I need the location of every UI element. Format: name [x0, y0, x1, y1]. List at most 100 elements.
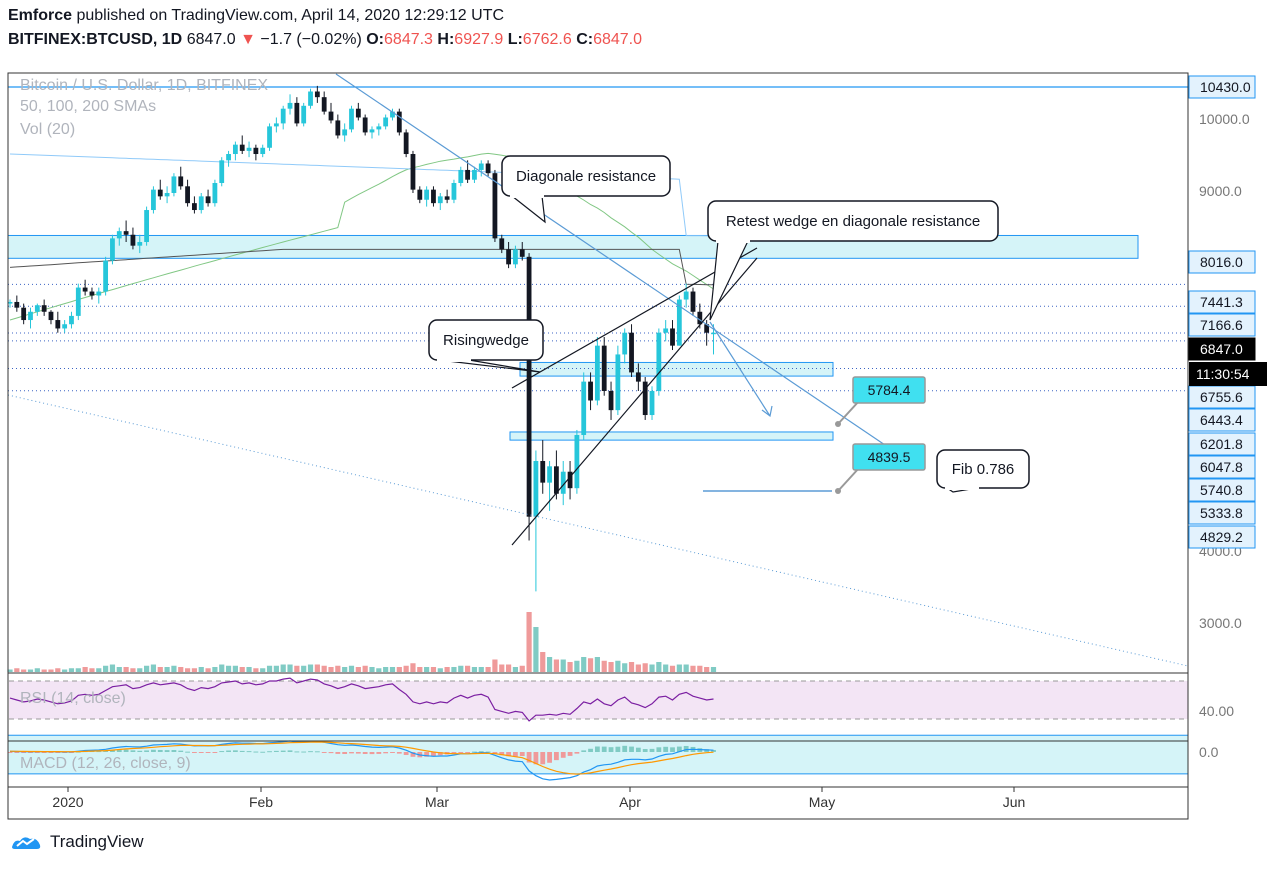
- volume-bar: [403, 665, 409, 672]
- macd-histogram-bar: [629, 746, 634, 752]
- macd-histogram-bar: [151, 749, 156, 752]
- volume-bar: [7, 669, 13, 672]
- macd-histogram-bar: [670, 747, 675, 752]
- macd-histogram-bar: [704, 749, 710, 752]
- volume-bars: [7, 612, 717, 672]
- macd-histogram-bar: [533, 752, 539, 765]
- macd-histogram-bar: [513, 752, 518, 757]
- macd-histogram-bar: [437, 752, 443, 756]
- price-label: 5740.8: [1200, 482, 1243, 498]
- macd-histogram-bar: [574, 752, 580, 754]
- price-tag-box: [852, 443, 926, 471]
- volume-bar: [130, 668, 136, 672]
- candle-body: [110, 238, 115, 261]
- candle-body: [608, 390, 614, 411]
- candle-body: [328, 111, 334, 121]
- volume-bar: [362, 665, 368, 672]
- macd-histogram-bar: [396, 752, 402, 754]
- candle-body: [451, 183, 457, 200]
- countdown-box: [1189, 362, 1267, 386]
- tradingview-brand[interactable]: TradingView: [10, 832, 144, 852]
- volume-bar: [34, 668, 40, 672]
- volume-bar: [103, 665, 109, 672]
- volume-bar: [485, 667, 491, 672]
- volume-bar: [642, 663, 648, 672]
- price-label-box: [1188, 408, 1256, 432]
- volume-bar: [478, 667, 484, 672]
- candle-body: [198, 196, 204, 211]
- candle-body: [410, 154, 416, 190]
- volume-bar: [89, 668, 95, 672]
- volume-bar: [246, 667, 252, 672]
- volume-bar: [157, 667, 163, 672]
- price-label: 6201.8: [1200, 436, 1243, 452]
- macd-histogram-bar: [314, 751, 320, 753]
- macd-histogram-bar: [458, 752, 464, 753]
- macd-histogram-bar: [130, 750, 136, 752]
- candle-body: [219, 160, 225, 184]
- diagonal-support-line: [7, 394, 1189, 667]
- candle-body: [260, 147, 266, 155]
- price-label-box: [1188, 250, 1256, 274]
- candle-body: [62, 324, 68, 329]
- volume-bar: [505, 664, 512, 672]
- volume-bar: [567, 662, 573, 672]
- candle-body: [280, 108, 286, 124]
- volume-bar: [137, 668, 143, 672]
- macd-histogram-bar: [34, 752, 40, 753]
- price-tag-anchor: [835, 421, 841, 427]
- macd-line: [9, 740, 714, 781]
- macd-histogram-bar: [588, 748, 593, 752]
- macd-label: MACD (12, 26, close, 9): [20, 755, 191, 772]
- candle-body: [246, 147, 252, 151]
- volume-bar: [48, 669, 54, 672]
- candle-body: [465, 169, 471, 180]
- x-tick-label: Jun: [1003, 794, 1026, 810]
- risingwedge-callout-box: [428, 319, 544, 361]
- wedge-lower-line: [511, 257, 758, 546]
- candle-body: [478, 163, 484, 170]
- candle-body: [472, 169, 477, 180]
- candle-body: [676, 299, 682, 346]
- price-label-box: [1188, 337, 1256, 361]
- volume-bar: [669, 665, 676, 672]
- candle-body: [171, 176, 177, 193]
- volume-bar: [232, 665, 238, 672]
- macd-histogram-bar: [232, 750, 238, 752]
- volume-bar: [499, 664, 505, 672]
- macd-histogram-bar: [478, 751, 484, 753]
- volume-bar: [471, 667, 478, 672]
- candle-body: [417, 189, 423, 200]
- volume-bar: [389, 667, 396, 672]
- volume-bar: [301, 665, 307, 672]
- candle-body: [424, 189, 430, 200]
- macd-histogram-bar: [649, 748, 655, 752]
- volume-bar: [656, 662, 662, 672]
- high-label: H:: [437, 31, 455, 48]
- rsi-line: [9, 677, 714, 722]
- macd-histogram-bar: [164, 750, 170, 752]
- macd-histogram-bar: [554, 752, 559, 761]
- author-name[interactable]: Emforce: [8, 7, 73, 24]
- volume-bar: [164, 667, 170, 672]
- candle-body: [526, 256, 532, 517]
- legend-volume: Vol (20): [20, 121, 75, 138]
- risingwedge-callout-label: Risingwedge: [443, 332, 529, 349]
- macd-histogram-bar: [267, 751, 272, 753]
- arrow-head: [761, 405, 773, 418]
- volume-bar: [683, 664, 689, 672]
- macd-histogram-bar: [239, 750, 245, 752]
- candle-body: [151, 189, 156, 211]
- candle-body: [513, 249, 518, 265]
- diagonale-resistance-callout-pointer: [511, 195, 546, 224]
- candle-body: [458, 169, 464, 184]
- candle-body: [581, 381, 587, 436]
- y-tick-label: 10000.0: [1199, 111, 1250, 127]
- candle-body: [157, 189, 163, 197]
- volume-bar: [150, 664, 157, 672]
- volume-bar: [116, 667, 122, 672]
- candle-body: [492, 173, 498, 239]
- volume-bar: [396, 667, 402, 672]
- volume-bar: [225, 665, 232, 672]
